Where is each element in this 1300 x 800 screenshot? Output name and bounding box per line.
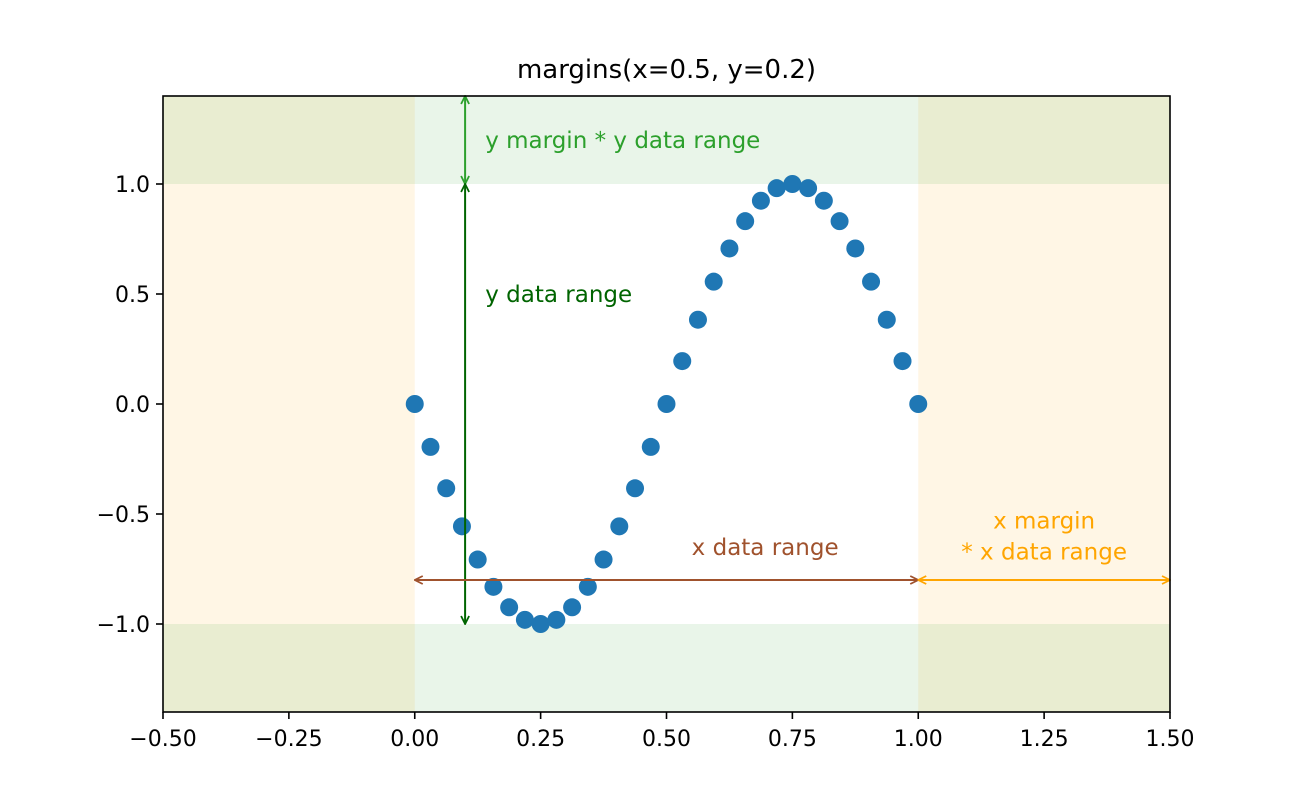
y-tick-label: 0.0	[115, 393, 150, 418]
data-point	[405, 395, 424, 413]
data-point	[688, 310, 707, 329]
data-point	[893, 352, 912, 371]
data-point	[751, 191, 770, 210]
y-margin-region-top	[163, 96, 1170, 184]
data-point	[799, 179, 818, 198]
data-point	[657, 395, 676, 413]
data-point	[437, 479, 456, 498]
y-margin-region-bottom	[163, 624, 1170, 712]
x-tick-label: −0.25	[255, 727, 322, 752]
data-point	[704, 272, 723, 291]
y-tick-label: 0.5	[115, 283, 150, 308]
margin-regions	[163, 96, 1170, 712]
data-point	[468, 550, 487, 569]
data-point	[626, 479, 645, 498]
x-margin-region-left	[163, 96, 415, 712]
x-axis: −0.50 −0.25 0.00 0.25 0.50 0.75 1.00 1.25 1.50	[129, 712, 1194, 752]
x-tick-label: 1.00	[894, 727, 943, 752]
data-point	[862, 272, 881, 291]
data-point	[641, 437, 660, 456]
data-point	[547, 610, 566, 629]
data-point	[563, 598, 582, 617]
y-axis: 1.0 0.5 0.0 −0.5 −1.0	[97, 173, 163, 638]
data-point	[610, 517, 629, 536]
data-point	[783, 175, 802, 193]
y-tick-label: 1.0	[115, 173, 150, 198]
x-tick-label: 0.00	[390, 727, 439, 752]
data-point	[673, 352, 692, 371]
y-tick-label: −1.0	[97, 613, 150, 638]
scatter-series	[405, 175, 928, 633]
data-point	[421, 437, 440, 456]
annotation-arrows	[415, 96, 1170, 624]
data-point	[877, 310, 896, 329]
x-tick-label: 0.75	[768, 727, 817, 752]
data-point	[846, 239, 865, 258]
data-point	[515, 610, 534, 629]
y-margin-label: y margin * y data range	[485, 128, 760, 154]
x-tick-label: 1.50	[1146, 727, 1195, 752]
data-point	[736, 212, 755, 231]
data-point	[720, 239, 739, 258]
x-tick-label: −0.50	[129, 727, 196, 752]
x-tick-label: 0.25	[516, 727, 565, 752]
data-point	[909, 395, 928, 413]
x-tick-label: 0.50	[642, 727, 691, 752]
data-point	[830, 212, 849, 231]
data-point	[814, 191, 833, 210]
data-point	[594, 550, 613, 569]
data-point	[500, 598, 519, 617]
x-margin-label-line2: * x data range	[961, 539, 1127, 565]
x-margin-label-line1: x margin	[993, 509, 1095, 535]
data-point	[531, 615, 550, 633]
y-data-range-label: y data range	[485, 282, 632, 308]
data-point	[452, 517, 471, 536]
x-margin-region-right	[918, 96, 1170, 712]
x-tick-label: 1.25	[1020, 727, 1069, 752]
y-tick-label: −0.5	[97, 503, 150, 528]
data-point	[767, 179, 786, 198]
chart-title: margins(x=0.5, y=0.2)	[517, 55, 816, 85]
x-data-range-label: x data range	[692, 535, 839, 561]
